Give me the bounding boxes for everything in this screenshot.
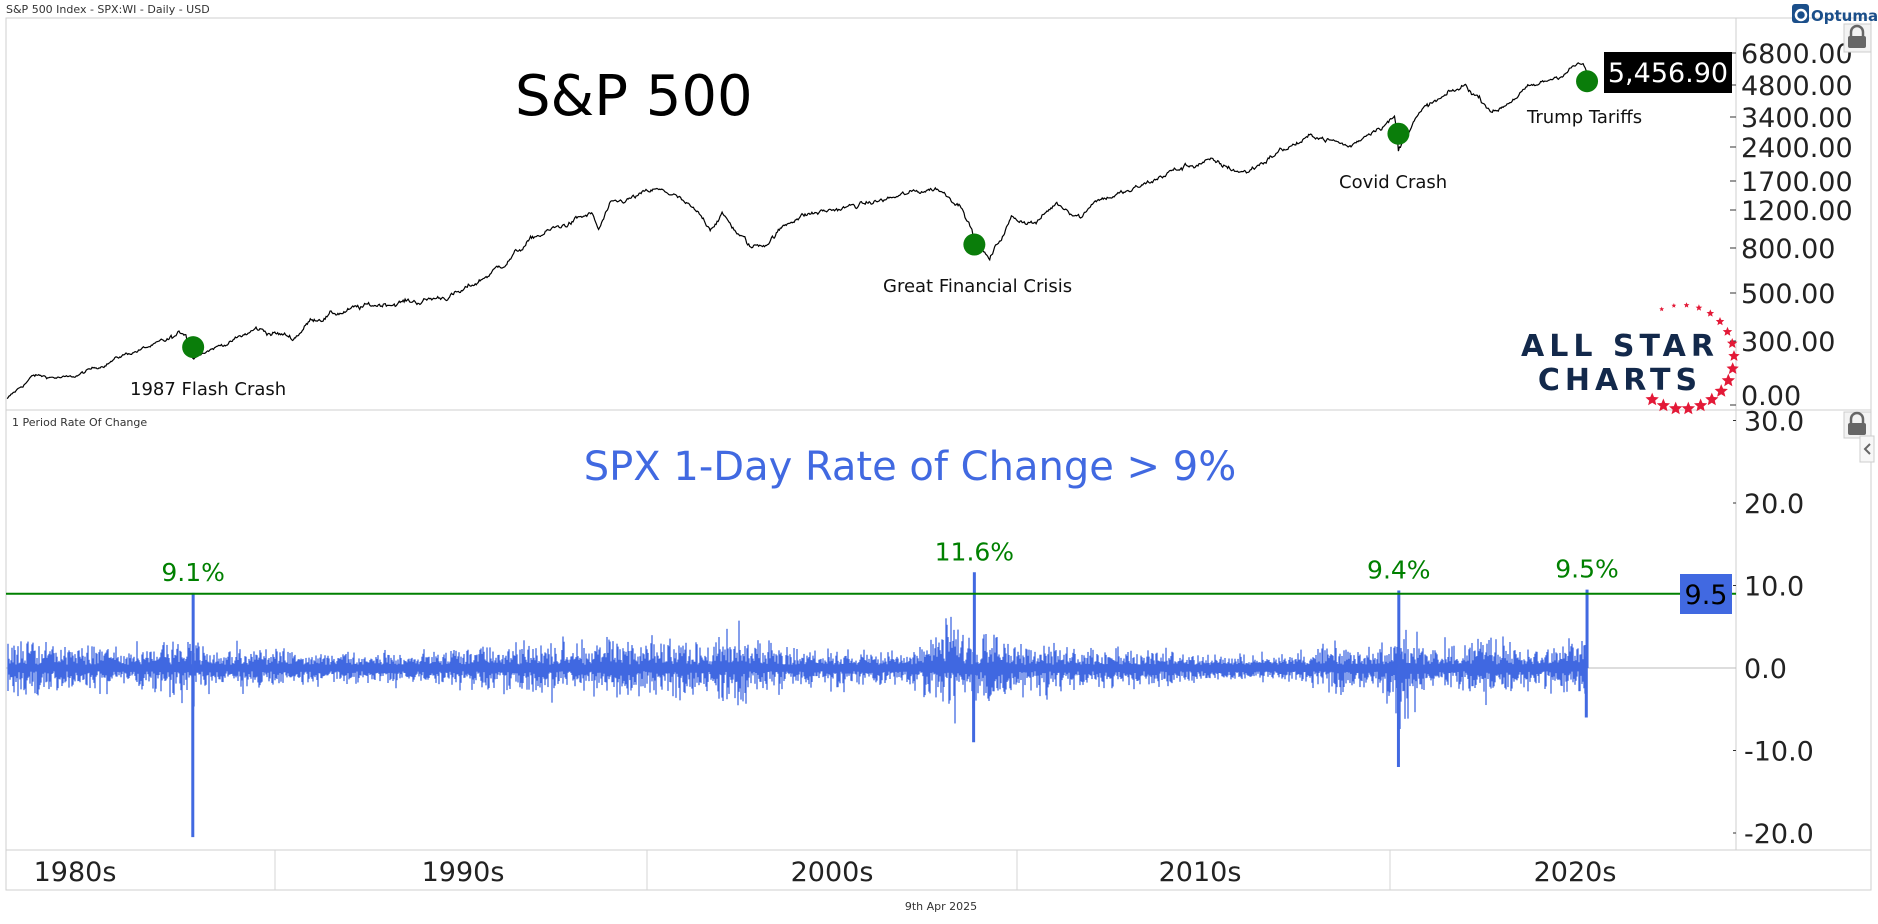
roc-spike-label: 9.4% (1367, 555, 1431, 584)
logo-star (1695, 304, 1703, 311)
decade-label: 2020s (1534, 857, 1617, 888)
roc-tick-label: 0.0 (1744, 654, 1787, 685)
event-label: Great Financial Crisis (883, 276, 1072, 297)
last-price-value: 5,456.90 (1608, 58, 1728, 89)
instrument-header: S&P 500 Index - SPX:WI - Daily - USD (6, 3, 210, 16)
roc-spike-label: 11.6% (935, 537, 1014, 566)
chevron-left-icon (1863, 443, 1871, 455)
logo-line-1: ALL STAR (1521, 329, 1719, 364)
price-panel: S&P 500 6800.004800.003400.002400.001700… (6, 39, 1853, 412)
price-tick-label: 6800.00 (1741, 39, 1853, 70)
logo-star (1671, 303, 1677, 308)
optuma-logo: Optuma (1792, 4, 1878, 25)
logo-star (1656, 398, 1670, 412)
logo-star (1714, 384, 1728, 397)
price-tick-label: 2400.00 (1741, 133, 1853, 164)
optuma-logo-ring (1794, 8, 1808, 22)
price-tick-label: 3400.00 (1741, 103, 1853, 134)
price-tick-label: 4800.00 (1741, 71, 1853, 102)
lock-icon (1848, 24, 1866, 48)
logo-star (1721, 373, 1735, 387)
decade-label: 1990s (422, 857, 505, 888)
price-axis-lock-button[interactable] (1843, 23, 1872, 53)
logo-star (1706, 309, 1715, 317)
roc-panel-label: 1 Period Rate Of Change (12, 416, 147, 429)
decade-label: 2010s (1159, 857, 1242, 888)
roc-panel: 1 Period Rate Of Change SPX 1-Day Rate o… (6, 407, 1814, 850)
logo-star (1727, 338, 1738, 348)
lock-icon (1848, 411, 1866, 435)
price-chart-title: S&P 500 (515, 64, 753, 129)
roc-axis-lock-button[interactable] (1843, 411, 1872, 439)
logo-star (1683, 302, 1690, 308)
price-tick-label: 800.00 (1741, 234, 1835, 265)
roc-chart-title: SPX 1-Day Rate of Change > 9% (584, 444, 1236, 490)
roc-bars (7, 572, 1589, 838)
price-tick-label: 0.00 (1741, 381, 1801, 412)
event-label: Covid Crash (1339, 172, 1447, 193)
logo-star (1694, 398, 1708, 412)
decade-label: 1980s (34, 857, 117, 888)
decade-label: 2000s (791, 857, 874, 888)
roc-spike-labels: 9.1% 11.6% 9.4% 9.5% (161, 537, 1618, 587)
price-tick-label: 1200.00 (1741, 196, 1853, 227)
event-marker (1576, 70, 1599, 93)
roc-tick-label: -20.0 (1744, 819, 1814, 850)
last-roc-value: 9.5 (1685, 580, 1728, 611)
event-marker (182, 336, 205, 359)
x-axis: 1980s 1990s 2000s 2010s 2020s (34, 850, 1617, 890)
event-label: Trump Tariffs (1526, 107, 1642, 128)
logo-star (1726, 362, 1739, 374)
logo-star (1728, 350, 1740, 361)
event-marker (963, 233, 986, 256)
roc-y-axis: 30.0 20.0 10.0 0.0 -10.0 -20.0 (1733, 407, 1814, 850)
logo-stars-icon (1645, 302, 1740, 415)
price-line (6, 62, 1588, 400)
logo-star (1681, 401, 1695, 415)
roc-tick-label: 10.0 (1744, 572, 1804, 603)
collapse-button-bg[interactable] (1859, 435, 1875, 463)
price-tick-label: 300.00 (1741, 327, 1835, 358)
logo-star (1669, 401, 1683, 415)
logo-line-2: CHARTS (1538, 363, 1702, 398)
roc-tick-label: 20.0 (1744, 489, 1804, 520)
logo-star (1705, 392, 1719, 406)
price-tick-label: 1700.00 (1741, 167, 1853, 198)
price-y-axis: 6800.004800.003400.002400.001700.001200.… (1730, 39, 1853, 412)
price-tick-label: 500.00 (1741, 279, 1835, 310)
all-star-charts-logo: ALL STAR CHARTS (1521, 302, 1740, 415)
roc-spike-label: 9.5% (1555, 555, 1619, 584)
roc-tick-label: 30.0 (1744, 407, 1804, 438)
last-price-badge (1604, 52, 1732, 93)
roc-tick-label: -10.0 (1744, 737, 1814, 768)
logo-star (1722, 326, 1733, 336)
logo-star (1715, 317, 1725, 326)
chart-date: 9th Apr 2025 (905, 900, 977, 913)
last-roc-badge (1680, 574, 1732, 614)
price-annotations: 1987 Flash Crash Great Financial Crisis Co… (130, 70, 1642, 400)
logo-star (1659, 306, 1665, 312)
logo-star (1645, 392, 1659, 406)
roc-spike-label: 9.1% (161, 558, 225, 587)
optuma-brand: Optuma (1811, 7, 1878, 25)
event-label: 1987 Flash Crash (130, 379, 286, 400)
collapse-panel-button[interactable] (1859, 435, 1875, 463)
event-marker (1387, 122, 1410, 145)
